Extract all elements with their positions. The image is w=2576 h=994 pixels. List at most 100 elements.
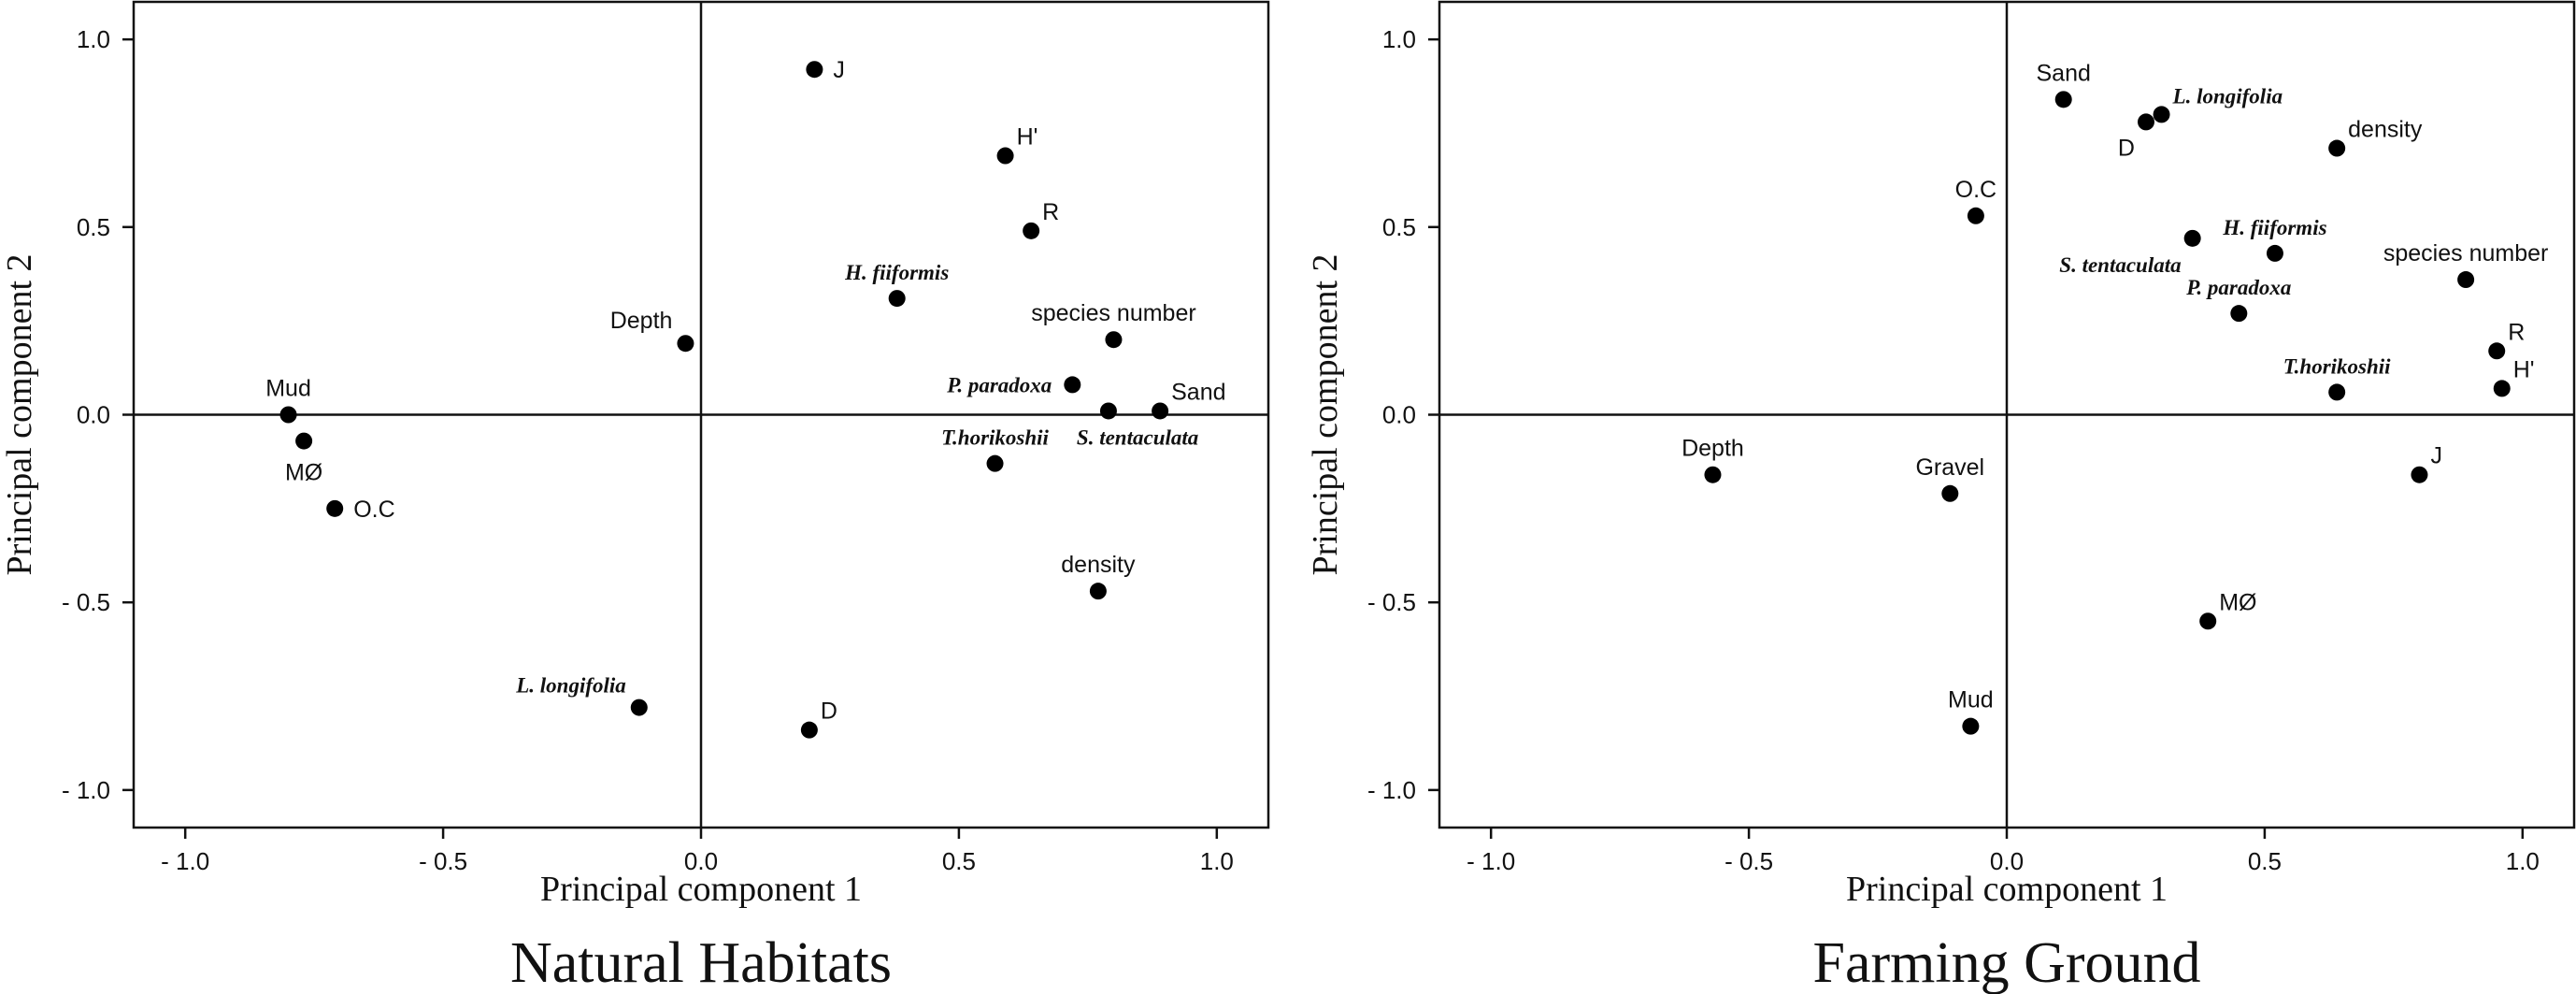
y-tick-label: 1.0 — [77, 25, 110, 53]
point-marker — [2183, 229, 2201, 247]
point-marker — [2153, 106, 2170, 123]
point-label: species number — [1031, 300, 1195, 326]
point-marker — [806, 61, 823, 79]
y-tick-label: 0.5 — [1382, 213, 1416, 241]
point-p-paradoxa: P. paradoxa — [2185, 276, 2291, 323]
y-tick-label: 0.5 — [77, 213, 110, 241]
x-ticks: - 1.0 - 0.5 0.0 0.5 1.0 — [161, 828, 1234, 875]
y-tick-label: 0.0 — [77, 401, 110, 429]
y-tick-label: - 0.5 — [1367, 588, 1416, 616]
point-label: H. fiiformis — [844, 261, 949, 284]
point-o-c: O.C — [326, 497, 395, 523]
point-t-horikoshii: T.horikoshii — [2283, 354, 2391, 401]
x-tick-label: - 0.5 — [1724, 847, 1773, 875]
point-marker — [1967, 207, 1984, 224]
point-r: R — [2488, 319, 2525, 360]
point-label: H' — [1017, 124, 1038, 151]
point-label: Sand — [2037, 60, 2091, 86]
point-marker — [2054, 91, 2072, 108]
y-tick-label: - 0.5 — [62, 588, 110, 616]
point-o-c: O.C — [1955, 177, 1996, 224]
point-label: J — [2430, 443, 2442, 469]
point-p-paradoxa: P. paradoxa — [946, 373, 1081, 396]
point-marker — [1099, 402, 1117, 420]
point-mo: MØ — [285, 432, 322, 486]
point-marker — [1941, 484, 1959, 502]
point-marker — [1023, 222, 1040, 239]
point-marker — [677, 335, 694, 353]
point-h: H' — [996, 124, 1038, 165]
y-axis-label: Principal component 2 — [1306, 253, 1345, 575]
point-h-fiiformis: H. fiiformis — [844, 261, 949, 308]
point-s-tentaculata: S. tentaculata — [2059, 229, 2201, 277]
point-gravel: Gravel — [1915, 454, 1984, 502]
point-marker — [279, 406, 297, 424]
x-tick-label: - 1.0 — [161, 847, 209, 875]
point-marker — [2457, 271, 2475, 289]
point-label: O.C — [353, 497, 394, 523]
point-mo: MØ — [2199, 589, 2256, 630]
point-label: Gravel — [1915, 454, 1984, 481]
point-label: Depth — [610, 308, 673, 334]
y-ticks: - 1.0 - 0.5 0.0 0.5 1.0 — [1367, 25, 1439, 804]
point-label: S. tentaculata — [2059, 253, 2181, 277]
point-marker — [1089, 583, 1107, 600]
point-label: S. tentaculata — [1077, 425, 1198, 449]
x-axis-label: Principal component 1 — [540, 870, 862, 909]
point-label: R — [2508, 319, 2525, 345]
point-label: T.horikoshii — [941, 426, 1049, 450]
x-tick-label: 1.0 — [2506, 847, 2540, 875]
point-density: density — [1061, 552, 1136, 600]
point-label: density — [1061, 552, 1136, 578]
point-marker — [2137, 113, 2154, 131]
point-mud: Mud — [1948, 687, 1994, 735]
point-marker — [2199, 612, 2217, 630]
y-ticks: - 1.0 - 0.5 0.0 0.5 1.0 — [62, 25, 134, 804]
point-t-horikoshii: T.horikoshii — [941, 426, 1050, 472]
point-d: D — [2118, 113, 2154, 161]
x-ticks: - 1.0 - 0.5 0.0 0.5 1.0 — [1467, 828, 2540, 875]
point-label: P. paradoxa — [2185, 276, 2291, 299]
point-marker — [1152, 402, 1169, 420]
point-label: D — [821, 699, 837, 725]
panel-title: Farming Ground — [1812, 931, 2200, 994]
x-tick-label: 1.0 — [1200, 847, 1234, 875]
point-marker — [1105, 331, 1123, 349]
point-marker — [295, 432, 313, 450]
point-sand: Sand — [2037, 60, 2091, 108]
point-marker — [986, 454, 1004, 472]
y-tick-label: - 1.0 — [62, 776, 110, 804]
point-j: J — [2411, 443, 2442, 483]
point-marker — [2266, 244, 2283, 262]
point-h: H' — [2493, 356, 2535, 397]
point-density: density — [2328, 117, 2423, 157]
point-marker — [1704, 466, 1722, 483]
point-label: density — [2348, 117, 2423, 143]
point-depth: Depth — [610, 308, 694, 353]
point-marker — [630, 699, 648, 716]
point-label: Mud — [1948, 687, 1994, 713]
point-sand: Sand — [1152, 379, 1226, 420]
point-label: H. fiiformis — [2222, 216, 2326, 239]
point-marker — [2328, 383, 2346, 401]
point-depth: Depth — [1682, 436, 1744, 483]
point-label: R — [1042, 199, 1059, 225]
point-marker — [2230, 305, 2248, 323]
point-marker — [1064, 376, 1081, 394]
point-marker — [2488, 342, 2506, 360]
point-marker — [2493, 380, 2511, 397]
point-label: Mud — [265, 376, 311, 402]
point-label: Depth — [1682, 436, 1744, 462]
point-l-longifolia: L. longifolia — [2153, 84, 2283, 123]
x-tick-label: 0.5 — [2248, 847, 2282, 875]
x-tick-label: 0.0 — [684, 847, 718, 875]
point-j: J — [806, 57, 845, 83]
point-l-longifolia: L. longifolia — [515, 674, 648, 716]
point-label: L. longifolia — [2172, 84, 2283, 108]
y-tick-label: 0.0 — [1382, 401, 1416, 429]
point-label: H' — [2513, 356, 2535, 382]
point-s-tentaculata: S. tentaculata — [1077, 402, 1198, 449]
point-label: L. longifolia — [515, 674, 626, 698]
